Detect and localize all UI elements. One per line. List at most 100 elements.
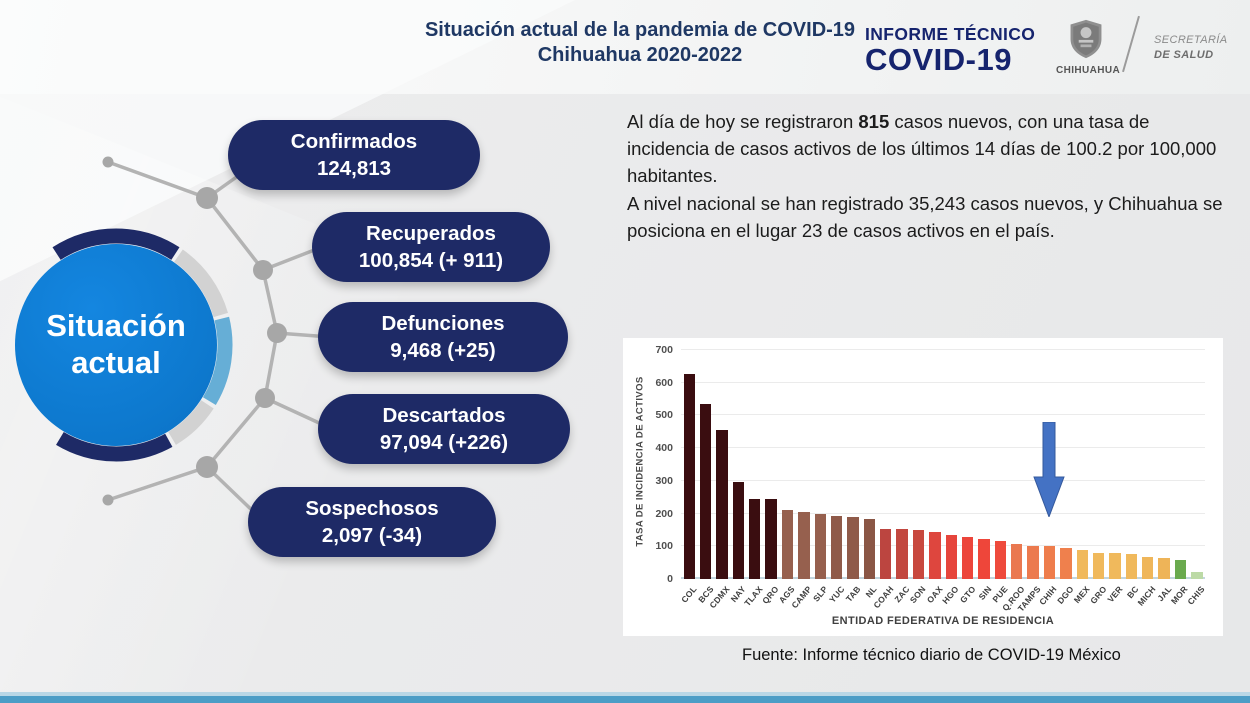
bar-OAX — [929, 532, 941, 579]
bar-GTO — [961, 537, 974, 579]
bar-PUE — [994, 541, 1006, 579]
ring-arc-sky — [202, 316, 233, 405]
report-brand-line2: COVID-19 — [865, 42, 1012, 77]
network-node — [255, 388, 275, 408]
bar-COL — [683, 373, 695, 579]
stat-pill-sospechosos: Sospechosos 2,097 (-34) — [248, 487, 496, 557]
bar-SLP — [814, 513, 826, 579]
y-tick-label: 0 — [667, 573, 673, 585]
x-axis-title: ENTIDAD FEDERATIVA DE RESIDENCIA — [831, 615, 1055, 627]
network-node — [196, 187, 218, 209]
y-tick-label: 700 — [655, 344, 673, 356]
stat-value: 97,094 (+226) — [379, 431, 509, 454]
y-tick-label: 400 — [655, 442, 673, 455]
network-node — [267, 323, 287, 343]
bar-BCS — [699, 403, 712, 579]
ministry-line2: DE SALUD — [1154, 48, 1214, 61]
stat-pill-recuperados: Recuperados 100,854 (+ 911) — [312, 212, 550, 282]
gridline — [681, 577, 1205, 579]
network-node — [196, 456, 218, 478]
summary-text-part: casos nuevos, con una tasa de incidencia… — [627, 111, 1217, 187]
y-tick-label: 200 — [655, 507, 673, 520]
gridline — [681, 479, 1205, 481]
bar-AGS — [781, 510, 794, 579]
situation-badge: Situación actual — [15, 244, 217, 446]
bar-BC — [1125, 554, 1137, 579]
bar-MEX — [1076, 550, 1088, 579]
situation-badge-line2: actual — [71, 345, 161, 380]
summary-text: Al día de hoy se registraron 815 casos n… — [627, 108, 1227, 244]
bar-MICH — [1142, 557, 1154, 579]
source-text: Fuente: Informe técnico diario de COVID-… — [742, 646, 1121, 664]
stat-value: 124,813 — [316, 157, 392, 180]
page-title-line2: Chihuahua 2020-2022 — [537, 44, 743, 66]
gridline — [681, 545, 1205, 547]
summary-paragraph-1: Al día de hoy se registraron 815 casos n… — [627, 108, 1227, 190]
bar-MOR — [1174, 560, 1187, 579]
incidence-bar-chart: TASA DE INCIDENCIA DE ACTIVOS 0 100 200 300… — [623, 338, 1223, 636]
bar-DGO — [1060, 547, 1072, 579]
y-tick-label: 500 — [655, 409, 673, 422]
chart-plot: 0 100 200 300 400 500 600 700 — [655, 344, 1205, 585]
bottom-strip — [0, 696, 1250, 703]
gridline — [681, 512, 1205, 514]
report-brand-line1: INFORME TÉCNICO — [865, 24, 1036, 44]
y-axis-title: TASA DE INCIDENCIA DE ACTIVOS — [634, 376, 646, 547]
ring-arc-navy-top — [52, 228, 180, 260]
stat-label: Sospechosos — [305, 496, 439, 520]
stat-label: Recuperados — [366, 221, 496, 245]
summary-paragraph-2: A nivel nacional se han registrado 35,24… — [627, 192, 1223, 241]
bar-COAH — [880, 528, 892, 579]
bar-CDMX — [716, 430, 728, 579]
bar-CAMP — [798, 511, 810, 579]
bar-GRO — [1092, 553, 1105, 579]
arrow-down-icon — [1033, 421, 1066, 517]
gridline — [681, 381, 1205, 383]
bar-TAMPS — [1027, 545, 1039, 579]
bar-CHIH — [1043, 546, 1056, 579]
stat-pill-descartados: Descartados 97,094 (+226) — [318, 394, 570, 464]
stat-value: 100,854 (+ 911) — [358, 249, 504, 272]
bar-YUC — [830, 515, 843, 579]
stat-pill-confirmados: Confirmados 124,813 — [228, 120, 480, 190]
bar-SON — [912, 529, 925, 579]
ring-arc-gray-upper — [174, 249, 229, 318]
network-node — [102, 494, 114, 506]
page-title-line1: Situación actual de la pandemia de COVID… — [424, 19, 856, 41]
bar-VER — [1109, 553, 1121, 579]
gridline — [681, 414, 1205, 416]
y-tick-label: 100 — [655, 540, 673, 553]
bar-HGO — [945, 534, 957, 579]
report-brand: INFORME TÉCNICO COVID-19 — [865, 24, 1035, 78]
x-axis: COL BCS CDMX NAY TLAX QRO AGS CAMP SLP YUC TAB NL CO… — [679, 581, 1206, 617]
bar-ZAC — [896, 529, 908, 579]
stat-label: Defunciones — [381, 311, 505, 335]
bar-Q.ROO — [1011, 543, 1023, 579]
state-name-label: CHIHUAHUA — [1056, 65, 1121, 76]
ministry-label: SECRETARÍA DE SALUD — [1154, 33, 1227, 63]
chihuahua-shield-icon — [1070, 19, 1102, 59]
gridline — [681, 447, 1205, 449]
chihuahua-crest: CHIHUAHUA — [1056, 19, 1121, 76]
ring-arc-navy-bottom — [56, 431, 173, 462]
network-node — [102, 156, 114, 168]
gridline — [681, 349, 1205, 350]
bar-QRO — [765, 499, 777, 579]
stat-value: 2,097 (-34) — [321, 524, 423, 547]
page-title: Situación actual de la pandemia de COVID… — [400, 18, 880, 68]
bottom-strip-light — [0, 692, 1250, 696]
bar-TAB — [847, 516, 859, 579]
ministry-line1: SECRETARÍA — [1154, 34, 1228, 46]
bar-SIN — [978, 539, 990, 579]
stat-label: Confirmados — [290, 129, 418, 153]
situation-badge-line1: Situación — [46, 308, 186, 344]
summary-text-part: Al día de hoy se registraron — [627, 111, 859, 132]
bar-TLAX — [749, 498, 761, 579]
ring-arc-gray-lower — [168, 400, 214, 445]
stat-value: 9,468 (+25) — [390, 339, 496, 362]
y-tick-label: 600 — [655, 376, 673, 389]
bar-NL — [863, 519, 875, 579]
stat-label: Descartados — [382, 403, 506, 427]
y-tick-label: 300 — [655, 474, 673, 487]
bar-JAL — [1158, 558, 1170, 579]
